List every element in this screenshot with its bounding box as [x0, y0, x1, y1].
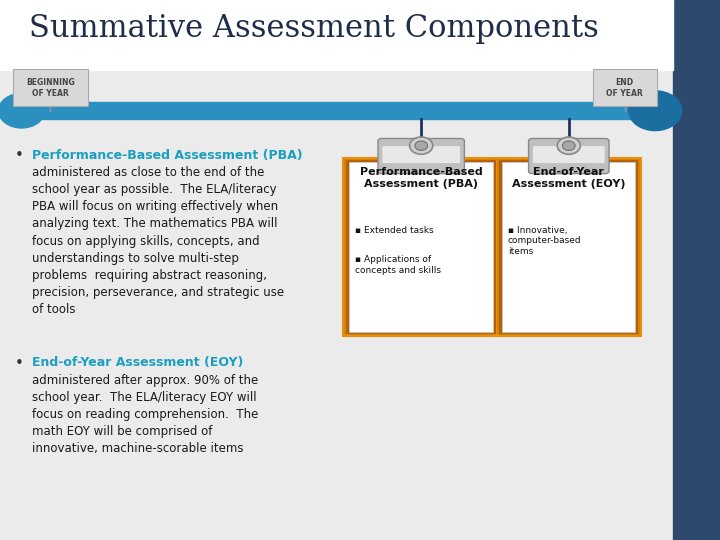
Text: administered as close to the end of the
school year as possible.  The ELA/litera: administered as close to the end of the …	[32, 166, 284, 316]
Text: ▪ Innovative,
computer-based
items: ▪ Innovative, computer-based items	[508, 226, 582, 255]
FancyBboxPatch shape	[593, 69, 657, 106]
Bar	[346, 160, 496, 334]
FancyBboxPatch shape	[382, 146, 460, 163]
Bar	[500, 160, 638, 334]
Bar	[503, 162, 636, 332]
Bar	[349, 162, 493, 332]
Text: End-of-Year
Assessment (EOY): End-of-Year Assessment (EOY)	[512, 167, 626, 190]
Text: END
OF YEAR: END OF YEAR	[606, 78, 643, 98]
Text: •: •	[14, 148, 23, 164]
Text: administered after approx. 90% of the
school year.  The ELA/literacy EOY will
fo: administered after approx. 90% of the sc…	[32, 374, 258, 455]
Bar	[14, 102, 659, 119]
Bar	[343, 158, 499, 336]
Text: ▪ Extended tasks: ▪ Extended tasks	[355, 226, 433, 235]
Circle shape	[629, 91, 682, 131]
Bar	[497, 158, 642, 336]
Text: Performance-Based
Assessment (PBA): Performance-Based Assessment (PBA)	[360, 167, 482, 190]
Bar	[673, 0, 720, 540]
FancyBboxPatch shape	[533, 146, 605, 163]
FancyBboxPatch shape	[13, 69, 88, 106]
Bar	[0, 0, 673, 70]
FancyBboxPatch shape	[528, 138, 609, 174]
Text: Summative Assessment Components: Summative Assessment Components	[29, 14, 598, 44]
Text: End-of-Year Assessment (EOY): End-of-Year Assessment (EOY)	[32, 356, 244, 369]
Text: •: •	[14, 356, 23, 372]
FancyBboxPatch shape	[378, 138, 464, 174]
Circle shape	[0, 93, 45, 128]
Circle shape	[557, 137, 580, 154]
Text: BEGINNING
OF YEAR: BEGINNING OF YEAR	[26, 78, 75, 98]
Circle shape	[410, 137, 433, 154]
Text: Performance-Based Assessment (PBA): Performance-Based Assessment (PBA)	[32, 148, 303, 161]
Text: ▪ Applications of
concepts and skills: ▪ Applications of concepts and skills	[355, 255, 441, 275]
Circle shape	[415, 141, 428, 151]
Circle shape	[562, 141, 575, 151]
